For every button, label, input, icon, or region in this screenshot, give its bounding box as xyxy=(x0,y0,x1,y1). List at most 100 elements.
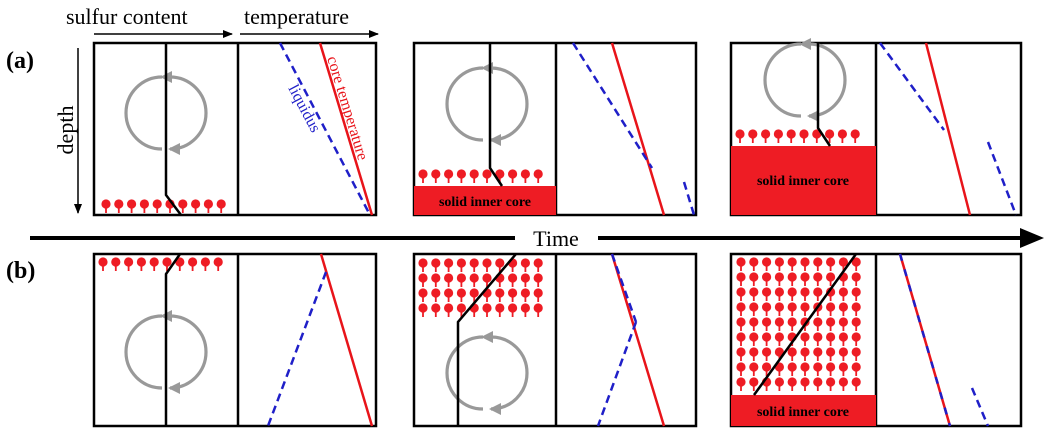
iron-crystal xyxy=(813,332,823,346)
iron-crystal xyxy=(838,287,849,301)
iron-crystal xyxy=(838,377,849,391)
iron-crystal xyxy=(456,303,466,317)
iron-crystal xyxy=(851,362,861,376)
iron-crystal xyxy=(495,303,505,317)
iron-crystal xyxy=(774,302,785,316)
iron-crystal xyxy=(418,303,428,317)
iron-crystal xyxy=(851,257,861,271)
iron-crystal xyxy=(188,257,198,271)
iron-crystal xyxy=(813,362,823,376)
core-temperature-label: core temperature xyxy=(323,54,371,162)
liquidus-line xyxy=(278,42,372,216)
iron-crystal xyxy=(799,129,809,143)
panel-b3: solid inner core xyxy=(729,252,1023,428)
iron-crystal xyxy=(114,199,124,213)
liquidus-label: liquidus xyxy=(284,82,323,136)
iron-crystal xyxy=(851,347,861,361)
iron-crystal xyxy=(851,317,861,331)
core-temperature-line xyxy=(610,253,666,427)
iron-crystal xyxy=(787,377,797,391)
convection-arrow-right xyxy=(168,314,208,394)
iron-crystal xyxy=(444,258,454,272)
iron-crystal xyxy=(469,288,479,302)
iron-crystal xyxy=(762,302,772,316)
core-temperature-line xyxy=(924,42,972,216)
panel-frame xyxy=(92,252,378,428)
iron-crystal xyxy=(507,169,518,183)
iron-crystal xyxy=(149,257,159,271)
iron-crystal xyxy=(216,199,226,213)
iron-crystal xyxy=(826,302,836,316)
liquidus-line-inner-core xyxy=(682,181,696,216)
solid-inner-core xyxy=(414,186,556,215)
row-b-label: (b) xyxy=(6,258,35,284)
panel-a1: core temperature liquidus xyxy=(92,41,378,217)
iron-crystal xyxy=(136,257,146,271)
convection-arrow-left xyxy=(124,70,173,151)
iron-crystal xyxy=(507,303,518,317)
iron-crystal xyxy=(838,302,849,316)
iron-crystal xyxy=(851,287,861,301)
iron-crystal xyxy=(749,377,759,391)
iron-crystal xyxy=(191,199,201,213)
iron-crystal xyxy=(813,272,823,286)
iron-crystal xyxy=(851,332,861,346)
iron-crystal xyxy=(736,362,746,376)
convection-arrow-left xyxy=(445,330,494,411)
iron-crystal xyxy=(213,257,223,271)
iron-crystal xyxy=(520,303,531,317)
iron-crystal xyxy=(813,317,823,331)
sulfur-profile-line xyxy=(164,253,182,426)
liquidus-line xyxy=(898,253,952,427)
iron-crystal xyxy=(444,288,454,302)
iron-crystal xyxy=(838,347,849,361)
iron-crystal xyxy=(774,257,785,271)
iron-crystal xyxy=(127,199,137,213)
iron-crystal xyxy=(507,273,518,287)
iron-crystal xyxy=(787,362,797,376)
convection-arrow-right xyxy=(168,75,208,155)
iron-crystal xyxy=(800,347,810,361)
iron-crystal xyxy=(456,169,466,183)
iron-crystal xyxy=(469,273,479,287)
convection-arrow-left xyxy=(445,61,494,142)
temperature-label: temperature xyxy=(244,4,349,29)
solid-inner-core-label: solid inner core xyxy=(757,174,849,189)
iron-crystal xyxy=(762,347,772,361)
iron-crystal xyxy=(431,288,441,302)
panel-b1 xyxy=(92,252,378,428)
iron-crystal xyxy=(800,362,810,376)
iron-crystal xyxy=(762,287,772,301)
iron-crystal xyxy=(431,169,441,183)
iron-crystal xyxy=(749,332,759,346)
iron-crystal xyxy=(762,317,772,331)
iron-crystal xyxy=(800,332,810,346)
core-temperature-line xyxy=(318,42,374,216)
solid-inner-core-label: solid inner core xyxy=(439,195,531,210)
iron-crystal xyxy=(787,257,797,271)
iron-crystal xyxy=(418,169,428,183)
panel-a2: solid inner core xyxy=(412,41,698,217)
iron-crystal xyxy=(800,287,810,301)
iron-crystal xyxy=(787,347,797,361)
time-label: Time xyxy=(533,226,579,251)
iron-crystal xyxy=(774,317,785,331)
iron-crystal xyxy=(762,362,772,376)
iron-crystal xyxy=(774,272,785,286)
iron-crystal xyxy=(825,129,835,143)
iron-crystal xyxy=(736,377,746,391)
iron-crystal xyxy=(813,287,823,301)
core-temperature-line xyxy=(610,42,666,216)
convection-arrow-left xyxy=(124,309,173,390)
iron-crystal xyxy=(482,169,492,183)
iron-crystal xyxy=(152,199,162,213)
iron-crystal xyxy=(139,199,149,213)
iron-crystal xyxy=(774,377,785,391)
iron-crystal xyxy=(850,129,860,143)
iron-crystal xyxy=(444,169,454,183)
iron-crystal xyxy=(851,272,861,286)
iron-crystal xyxy=(838,317,849,331)
iron-crystal xyxy=(735,129,745,143)
row-a-label: (a) xyxy=(6,48,34,74)
